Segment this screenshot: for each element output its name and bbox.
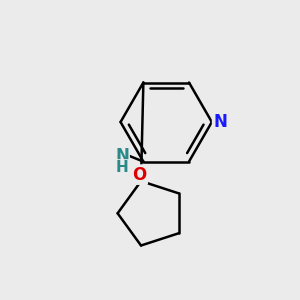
Text: N: N	[115, 147, 129, 165]
Text: N: N	[213, 113, 227, 131]
Text: O: O	[132, 166, 147, 184]
Text: H: H	[116, 160, 129, 175]
